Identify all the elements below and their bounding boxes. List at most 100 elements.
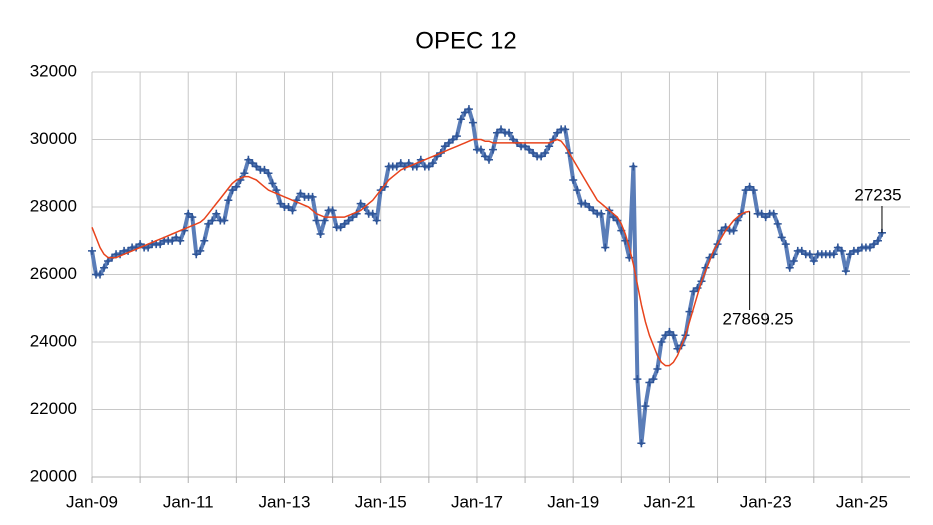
marker	[336, 223, 345, 232]
marker	[392, 162, 401, 171]
marker	[745, 182, 754, 191]
marker	[296, 189, 305, 198]
marker	[476, 145, 485, 154]
marker	[424, 162, 433, 171]
marker	[833, 243, 842, 252]
y-tick-label: 20000	[30, 466, 77, 485]
marker	[188, 213, 197, 222]
marker	[468, 118, 477, 127]
marker	[869, 240, 878, 249]
marker	[781, 240, 790, 249]
marker	[88, 246, 96, 255]
y-tick-label: 26000	[30, 264, 77, 283]
marker	[276, 199, 285, 208]
marker	[464, 105, 473, 114]
marker	[665, 327, 674, 336]
marker	[208, 216, 217, 225]
marker	[829, 250, 838, 259]
marker	[184, 209, 193, 218]
marker	[669, 331, 678, 340]
marker	[853, 246, 862, 255]
marker	[777, 233, 786, 242]
marker	[344, 216, 353, 225]
marker	[529, 149, 538, 157]
marker	[789, 257, 798, 265]
annotation: 27235	[854, 185, 901, 204]
annotation: 27869.25	[723, 309, 794, 328]
x-tick-label: Jan-11	[163, 492, 214, 511]
marker	[633, 375, 642, 384]
x-tick-label: Jan-17	[451, 492, 503, 511]
x-tick-label: Jan-09	[66, 492, 118, 511]
marker	[865, 243, 874, 252]
y-tick-label: 22000	[30, 399, 77, 418]
marker	[757, 209, 766, 218]
marker	[597, 209, 606, 218]
marker	[797, 246, 806, 255]
marker	[232, 182, 241, 191]
marker	[497, 125, 506, 134]
marker	[456, 115, 465, 124]
marker	[773, 219, 782, 228]
marker	[220, 216, 229, 225]
marker	[637, 439, 646, 448]
marker	[657, 338, 666, 346]
marker	[444, 138, 453, 147]
marker	[525, 145, 534, 154]
marker	[649, 375, 658, 384]
x-tick-label: Jan-25	[836, 492, 888, 511]
y-tick-label: 24000	[30, 331, 77, 350]
marker	[356, 199, 365, 208]
marker	[156, 240, 165, 249]
marker	[841, 267, 850, 276]
x-tick-label: Jan-15	[355, 492, 407, 511]
marker	[176, 236, 185, 245]
marker	[312, 216, 321, 225]
marker	[845, 250, 854, 259]
marker	[396, 159, 405, 168]
marker	[837, 246, 846, 255]
marker	[428, 159, 437, 168]
marker	[340, 219, 349, 228]
marker	[493, 128, 502, 137]
marker	[252, 162, 261, 171]
marker	[537, 152, 546, 161]
marker	[228, 186, 237, 195]
marker	[505, 128, 514, 137]
marker	[785, 263, 794, 272]
marker	[460, 108, 469, 117]
marker	[448, 135, 457, 144]
marker	[761, 213, 770, 222]
marker	[585, 203, 594, 211]
marker	[480, 152, 489, 161]
marker	[192, 250, 201, 259]
marker	[328, 206, 337, 215]
marker	[809, 257, 818, 265]
marker	[172, 233, 181, 242]
marker	[569, 176, 578, 184]
x-tick-label: Jan-19	[547, 492, 599, 511]
marker	[629, 162, 638, 171]
marker	[805, 250, 814, 259]
marker	[288, 206, 297, 215]
marker	[589, 206, 598, 215]
marker	[204, 219, 213, 228]
marker	[316, 230, 325, 238]
marker	[661, 331, 670, 340]
marker	[224, 196, 233, 205]
marker	[645, 378, 654, 387]
marker	[244, 155, 253, 164]
marker	[573, 186, 582, 195]
marker	[641, 402, 650, 411]
marker	[368, 209, 377, 218]
marker	[601, 243, 610, 252]
chart-title: OPEC 12	[415, 27, 516, 54]
marker	[196, 246, 205, 255]
y-tick-label: 28000	[30, 196, 77, 215]
x-tick-label: Jan-21	[643, 492, 695, 511]
marker	[284, 203, 293, 211]
marker	[308, 192, 317, 201]
marker	[653, 365, 662, 373]
